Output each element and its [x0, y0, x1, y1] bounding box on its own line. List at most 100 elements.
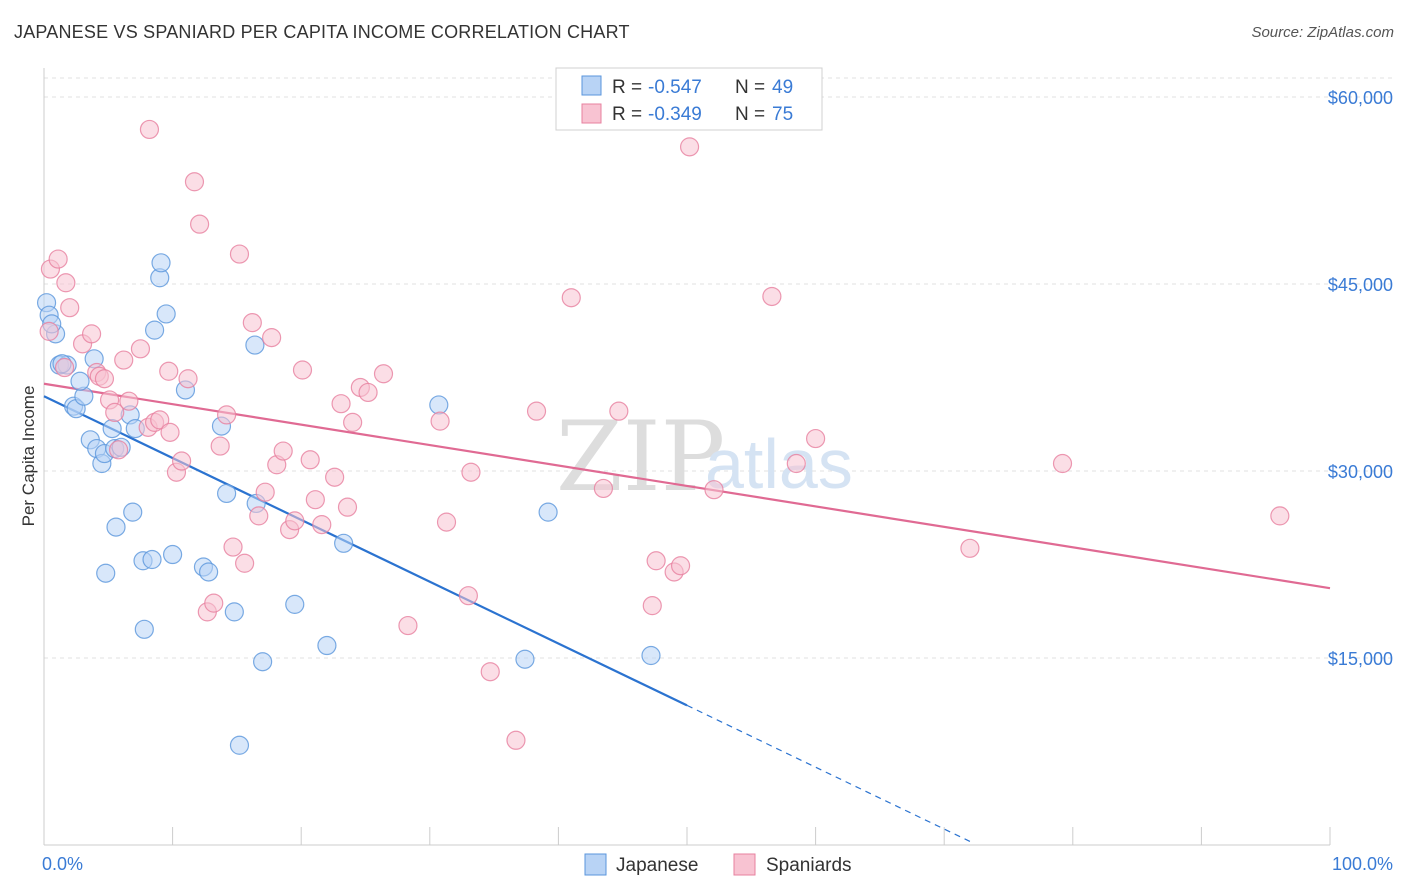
point-spaniards — [178, 369, 198, 389]
x-tick-label-max: 100.0% — [1332, 854, 1393, 874]
source-label: Source: ZipAtlas.com — [1251, 24, 1394, 41]
point-spaniards — [130, 339, 151, 359]
legend-r-value-japanese: -0.547 — [648, 77, 702, 98]
point-japanese — [106, 517, 126, 537]
point-spaniards — [223, 537, 243, 557]
legend-r-value-spaniards: -0.349 — [648, 104, 702, 125]
points-layer — [36, 119, 1290, 755]
point-spaniards — [670, 556, 691, 576]
point-spaniards — [139, 119, 160, 140]
y-axis-title: Per Capita Income — [19, 386, 38, 527]
point-spaniards — [506, 730, 526, 750]
trendline-spaniards — [43, 382, 1331, 590]
axes-layer — [43, 68, 1331, 846]
point-spaniards — [204, 593, 224, 613]
point-spaniards — [273, 441, 293, 461]
point-japanese — [429, 395, 449, 415]
point-spaniards — [114, 350, 134, 370]
point-spaniards — [679, 137, 700, 157]
legend-swatch-japanese — [581, 75, 602, 96]
point-spaniards — [646, 551, 666, 571]
x-tick-label-min: 0.0% — [42, 854, 83, 874]
watermark: ZIP atlas — [556, 401, 853, 513]
point-spaniards — [190, 214, 210, 234]
point-japanese — [317, 635, 337, 656]
point-spaniards — [480, 662, 500, 682]
point-spaniards — [160, 422, 180, 442]
point-spaniards — [48, 249, 68, 269]
point-japanese — [245, 335, 265, 355]
point-japanese — [641, 645, 661, 666]
legend-r-label-spaniards: R = — [612, 104, 642, 125]
point-spaniards — [119, 391, 139, 411]
point-spaniards — [436, 512, 457, 532]
legend-n-value-japanese: 49 — [772, 77, 793, 98]
point-japanese — [163, 544, 183, 565]
legend-r-label-japanese: R = — [612, 77, 642, 98]
point-japanese — [123, 502, 143, 522]
point-japanese — [96, 563, 116, 583]
point-japanese — [142, 549, 162, 570]
point-spaniards — [184, 172, 205, 192]
point-spaniards — [430, 411, 450, 431]
point-spaniards — [526, 401, 547, 421]
legend-swatch-spaniards — [581, 103, 602, 124]
point-japanese — [224, 602, 244, 622]
point-spaniards — [81, 324, 102, 344]
point-spaniards — [39, 321, 59, 341]
point-spaniards — [255, 482, 275, 502]
point-spaniards — [805, 428, 826, 449]
y-tick-label: $45,000 — [1328, 275, 1393, 295]
point-spaniards — [331, 394, 351, 414]
point-japanese — [156, 304, 176, 324]
point-japanese — [217, 483, 237, 504]
point-spaniards — [300, 450, 320, 470]
point-japanese — [285, 594, 305, 614]
point-spaniards — [60, 298, 80, 318]
point-spaniards — [285, 511, 305, 531]
legend-n-value-spaniards: 75 — [772, 104, 793, 125]
point-spaniards — [458, 586, 478, 606]
y-tick-label: $30,000 — [1328, 462, 1393, 482]
point-spaniards — [172, 451, 192, 471]
point-japanese — [229, 735, 250, 755]
point-spaniards — [217, 405, 237, 425]
point-spaniards — [561, 288, 581, 308]
point-spaniards — [105, 402, 125, 423]
point-spaniards — [461, 462, 481, 482]
point-spaniards — [325, 467, 345, 487]
point-spaniards — [305, 490, 325, 510]
point-spaniards — [56, 273, 76, 293]
point-spaniards — [398, 615, 418, 636]
point-spaniards — [358, 382, 378, 403]
point-spaniards — [343, 412, 363, 432]
bottom-legend-swatch-japanese — [584, 853, 607, 876]
point-spaniards — [159, 361, 179, 381]
point-spaniards — [704, 480, 724, 500]
point-spaniards — [960, 538, 980, 558]
trendline-japanese-extension — [686, 704, 971, 842]
point-spaniards — [593, 478, 614, 499]
point-spaniards — [642, 596, 662, 616]
point-spaniards — [54, 357, 75, 378]
point-spaniards — [249, 506, 269, 526]
bottom-legend-swatch-spaniards — [733, 853, 756, 876]
point-japanese — [515, 649, 535, 669]
bottom-legend-label-spaniards: Spaniards — [766, 855, 852, 876]
point-spaniards — [786, 453, 806, 474]
point-japanese — [151, 253, 171, 273]
chart-title: JAPANESE VS SPANIARD PER CAPITA INCOME C… — [14, 22, 630, 42]
point-spaniards — [262, 328, 282, 348]
point-spaniards — [210, 436, 230, 456]
bottom-legend: Japanese Spaniards — [584, 853, 852, 876]
trend-layer — [43, 382, 1331, 842]
point-spaniards — [609, 401, 629, 421]
point-spaniards — [373, 364, 394, 384]
point-spaniards — [312, 515, 332, 535]
y-tick-label: $60,000 — [1328, 88, 1393, 108]
point-spaniards — [150, 410, 170, 430]
watermark-zip: ZIP — [556, 401, 725, 513]
bottom-legend-label-japanese: Japanese — [616, 855, 698, 876]
point-spaniards — [292, 360, 313, 380]
